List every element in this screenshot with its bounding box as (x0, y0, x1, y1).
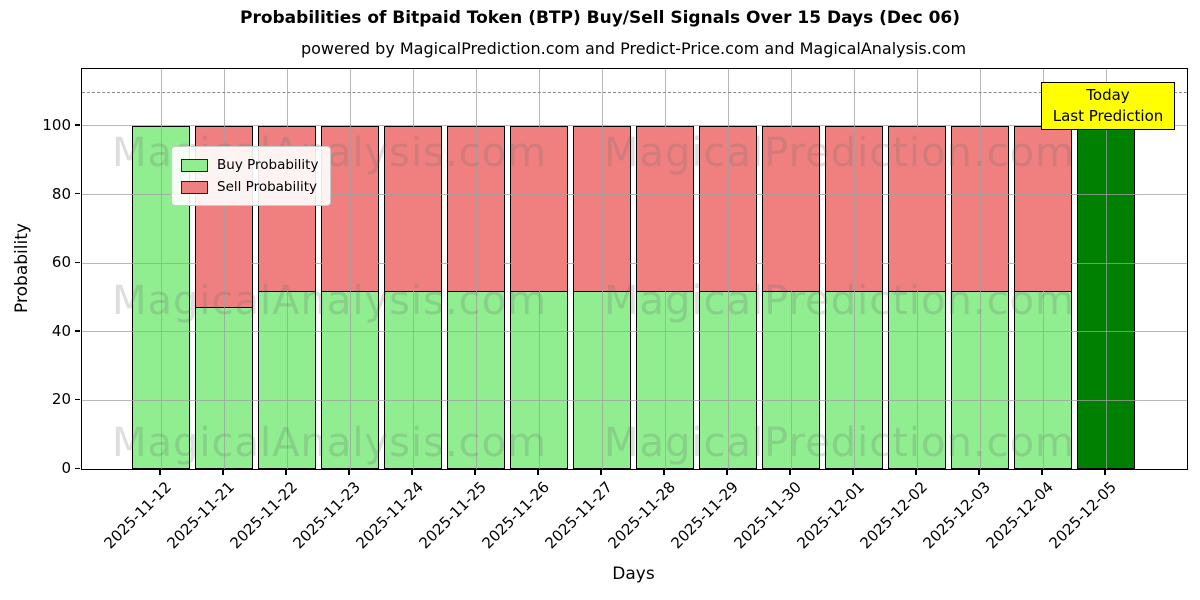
threshold-dashed-line (82, 91, 1187, 93)
v-gridline (727, 69, 729, 469)
h-gridline (82, 194, 1187, 196)
v-gridline (1105, 69, 1107, 469)
x-tick-mark (978, 469, 980, 475)
sell-color-swatch (181, 180, 208, 194)
watermark-prediction: MagicalPrediction.com (604, 130, 1075, 176)
v-gridline (412, 69, 414, 469)
x-tick-mark (1104, 469, 1106, 475)
h-gridline (82, 331, 1187, 333)
x-tick-mark (222, 469, 224, 475)
x-tick-mark (600, 469, 602, 475)
x-tick-mark (159, 469, 161, 475)
y-tick-label: 60 (51, 253, 71, 272)
x-tick-label: 2025-11-23 (289, 478, 364, 553)
v-gridline (979, 69, 981, 469)
x-tick-label: 2025-11-21 (163, 478, 238, 553)
x-tick-label: 2025-11-22 (226, 478, 301, 553)
v-gridline (538, 69, 540, 469)
legend-label-buy: Buy Probability (217, 157, 319, 173)
h-gridline (82, 399, 1187, 401)
chart-legend: Buy Probability Sell Probability (171, 146, 332, 206)
x-tick-mark (474, 469, 476, 475)
h-gridline (82, 262, 1187, 264)
x-tick-label: 2025-11-24 (352, 478, 427, 553)
x-tick-mark (348, 469, 350, 475)
v-gridline (160, 69, 162, 469)
y-tick-label: 100 (42, 115, 71, 134)
x-tick-label: 2025-11-29 (667, 478, 742, 553)
plot-area: Buy Probability Sell Probability (81, 68, 1188, 470)
watermark-analysis: MagicalAnalysis.com (112, 420, 548, 466)
y-tick-label: 0 (61, 459, 71, 477)
x-tick-label: 2025-12-01 (793, 478, 868, 553)
y-tick-mark (75, 330, 80, 332)
x-tick-mark (1041, 469, 1043, 475)
buy-color-swatch (181, 158, 208, 172)
y-tick-mark (75, 124, 80, 126)
watermark-prediction: MagicalPrediction.com (604, 278, 1075, 324)
v-gridline (475, 69, 477, 469)
x-tick-mark (789, 469, 791, 475)
v-gridline (286, 69, 288, 469)
y-tick-mark (75, 193, 80, 195)
v-gridline (664, 69, 666, 469)
x-tick-label: 2025-12-04 (982, 478, 1057, 553)
v-gridline (853, 69, 855, 469)
chart-title: Probabilities of Bitpaid Token (BTP) Buy… (239, 8, 960, 28)
x-tick-mark (285, 469, 287, 475)
h-gridline (82, 125, 1187, 127)
x-tick-mark (726, 469, 728, 475)
x-tick-mark (852, 469, 854, 475)
legend-item-buy: Buy Probability (181, 154, 318, 176)
chart-subtitle: powered by MagicalPrediction.com and Pre… (300, 39, 967, 58)
v-gridline (601, 69, 603, 469)
today-annotation-box: Today Last Prediction (1041, 82, 1175, 130)
x-tick-mark (915, 469, 917, 475)
legend-item-sell: Sell Probability (181, 176, 318, 198)
y-tick-mark (75, 398, 80, 401)
x-tick-label: 2025-12-05 (1045, 478, 1120, 553)
x-tick-label: 2025-11-12 (100, 478, 175, 553)
x-axis-label: Days (612, 564, 655, 584)
annotation-line-1: Today (1086, 86, 1130, 104)
v-gridline (916, 69, 918, 469)
v-gridline (223, 69, 225, 469)
x-tick-mark (663, 469, 665, 475)
y-tick-mark (75, 261, 80, 264)
x-tick-label: 2025-12-03 (919, 478, 994, 553)
watermark-analysis: MagicalAnalysis.com (112, 278, 548, 324)
y-tick-label: 20 (51, 390, 71, 409)
y-tick-label: 40 (51, 321, 71, 340)
x-tick-label: 2025-11-26 (478, 478, 553, 553)
annotation-line-2: Last Prediction (1052, 107, 1164, 125)
v-gridline (349, 69, 351, 469)
y-tick-label: 80 (51, 184, 71, 203)
x-tick-mark (537, 469, 539, 475)
v-gridline (790, 69, 792, 469)
watermark-prediction: MagicalPrediction.com (604, 420, 1075, 466)
x-tick-label: 2025-12-02 (856, 478, 931, 553)
y-tick-mark (75, 467, 80, 469)
legend-label-sell: Sell Probability (217, 179, 318, 195)
x-tick-label: 2025-11-28 (604, 478, 679, 553)
x-tick-mark (411, 469, 413, 475)
x-tick-label: 2025-11-27 (541, 478, 616, 553)
x-tick-label: 2025-11-25 (415, 478, 490, 553)
v-gridline (1042, 69, 1044, 469)
x-tick-label: 2025-11-30 (730, 478, 805, 553)
